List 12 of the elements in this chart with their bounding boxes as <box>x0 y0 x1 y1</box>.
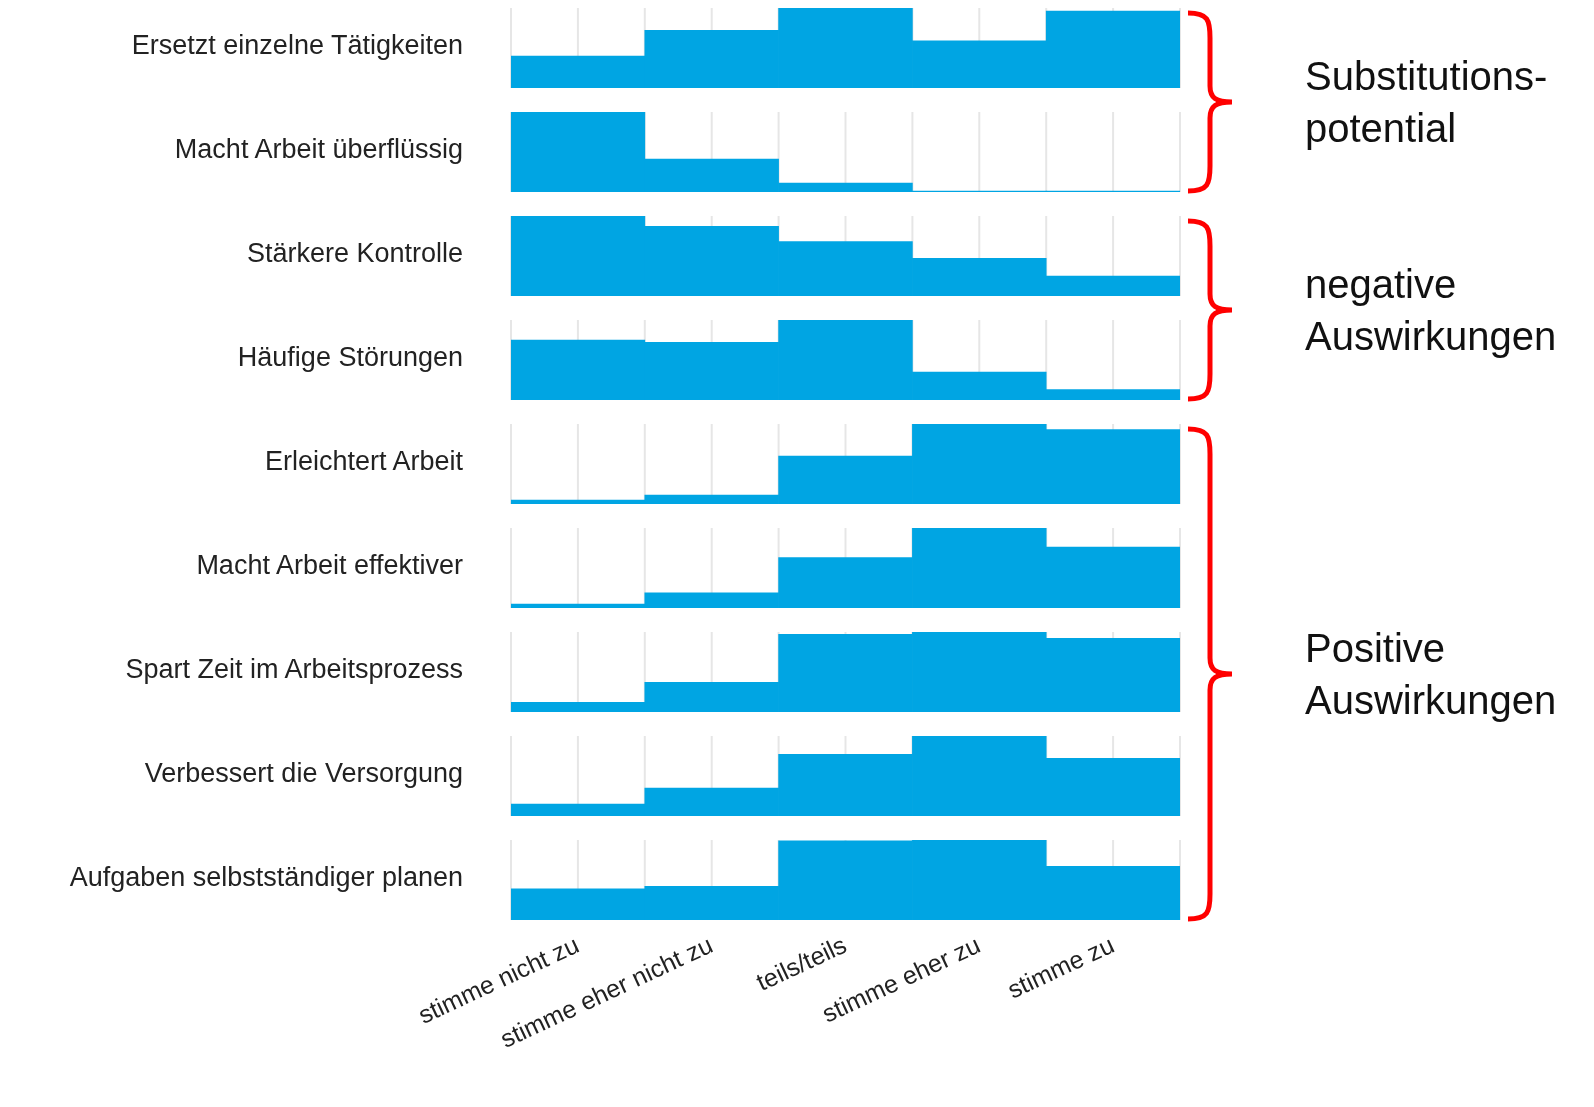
y-axis-title: Ersetzt einzelne Tätigkeiten <box>131 30 463 61</box>
y-axis-title: Aufgaben selbstständiger planen <box>69 862 463 893</box>
text: Substitutions- potential <box>1305 53 1548 152</box>
y-axis-title: Spart Zeit im Arbeitsprozess <box>125 654 463 685</box>
y-axis-title: Macht Arbeit effektiver <box>196 550 463 581</box>
y-axis-title: Stärkere Kontrolle <box>246 238 463 269</box>
y-axis-title: Macht Arbeit überflüssig <box>174 134 463 165</box>
text: negative Auswirkungen <box>1305 261 1557 360</box>
y-axis-title: Erleichtert Arbeit <box>264 446 463 477</box>
y-axis-title: Verbessert die Versorgung <box>144 758 463 789</box>
y-axis-title: Häufige Störungen <box>237 342 463 373</box>
text: Positive Auswirkungen <box>1305 625 1557 724</box>
